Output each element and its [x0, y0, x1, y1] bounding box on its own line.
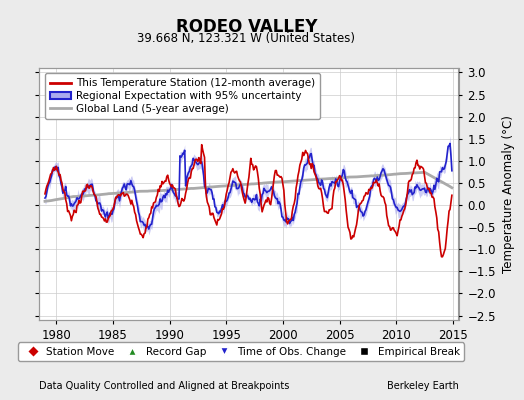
Text: 39.668 N, 123.321 W (United States): 39.668 N, 123.321 W (United States)	[137, 32, 355, 45]
Text: Data Quality Controlled and Aligned at Breakpoints: Data Quality Controlled and Aligned at B…	[39, 381, 290, 391]
Text: RODEO VALLEY: RODEO VALLEY	[176, 18, 317, 36]
Legend: This Temperature Station (12-month average), Regional Expectation with 95% uncer: This Temperature Station (12-month avera…	[45, 73, 320, 119]
Legend: Station Move, Record Gap, Time of Obs. Change, Empirical Break: Station Move, Record Gap, Time of Obs. C…	[18, 342, 464, 361]
Text: Berkeley Earth: Berkeley Earth	[387, 381, 458, 391]
Y-axis label: Temperature Anomaly (°C): Temperature Anomaly (°C)	[501, 115, 515, 273]
